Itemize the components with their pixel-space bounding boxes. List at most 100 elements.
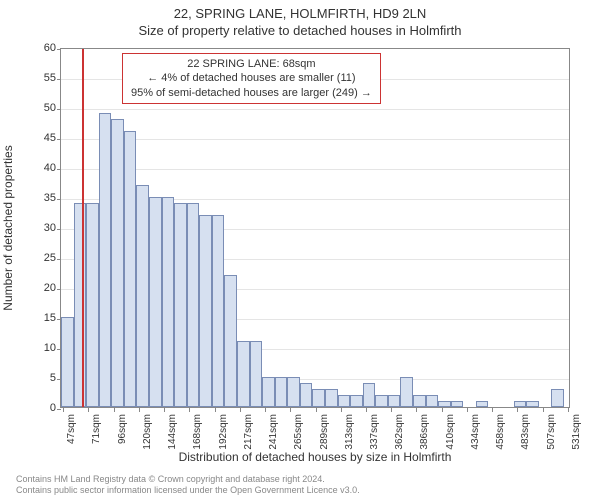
- y-tick-label: 60: [26, 42, 56, 54]
- x-tick-label: 458sqm: [495, 414, 506, 450]
- histogram-bar: [136, 185, 149, 407]
- y-tick-mark: [57, 49, 61, 50]
- histogram-bar: [111, 119, 124, 407]
- y-tick-mark: [57, 229, 61, 230]
- x-tick-mark: [391, 408, 392, 412]
- x-tick-mark: [568, 408, 569, 412]
- y-tick-label: 40: [26, 162, 56, 174]
- x-tick-mark: [341, 408, 342, 412]
- histogram-bar: [400, 377, 413, 407]
- histogram-bar: [237, 341, 250, 407]
- x-tick-label: 120sqm: [142, 414, 153, 450]
- histogram-bar: [262, 377, 275, 407]
- info-box-line: 95% of semi-detached houses are larger (…: [131, 86, 372, 100]
- x-axis-label: Distribution of detached houses by size …: [60, 450, 570, 464]
- footer-line-1: Contains HM Land Registry data © Crown c…: [16, 474, 360, 485]
- footer-attribution: Contains HM Land Registry data © Crown c…: [16, 474, 360, 496]
- x-tick-mark: [492, 408, 493, 412]
- histogram-bar: [250, 341, 263, 407]
- page-title: 22, SPRING LANE, HOLMFIRTH, HD9 2LN: [0, 0, 600, 21]
- histogram-bar: [275, 377, 288, 407]
- x-tick-mark: [189, 408, 190, 412]
- histogram-bar: [413, 395, 426, 407]
- x-tick-mark: [517, 408, 518, 412]
- gridline: [61, 169, 569, 170]
- y-tick-label: 15: [26, 312, 56, 324]
- y-tick-label: 55: [26, 72, 56, 84]
- histogram-bar: [325, 389, 338, 407]
- y-tick-mark: [57, 169, 61, 170]
- histogram-bar: [375, 395, 388, 407]
- x-tick-label: 47sqm: [66, 414, 77, 444]
- histogram-bar: [199, 215, 212, 407]
- x-tick-mark: [114, 408, 115, 412]
- x-tick-mark: [290, 408, 291, 412]
- x-tick-label: 71sqm: [91, 414, 102, 444]
- x-tick-label: 531sqm: [571, 414, 582, 450]
- y-tick-label: 30: [26, 222, 56, 234]
- x-tick-mark: [467, 408, 468, 412]
- x-tick-label: 241sqm: [268, 414, 279, 450]
- x-tick-label: 434sqm: [470, 414, 481, 450]
- y-tick-label: 10: [26, 342, 56, 354]
- gridline: [61, 109, 569, 110]
- x-tick-mark: [63, 408, 64, 412]
- reference-line: [82, 49, 84, 407]
- x-tick-label: 168sqm: [192, 414, 203, 450]
- x-tick-label: 192sqm: [218, 414, 229, 450]
- histogram-bar: [514, 401, 527, 407]
- info-box-line: 22 SPRING LANE: 68sqm: [131, 57, 372, 71]
- histogram-bar: [350, 395, 363, 407]
- y-tick-mark: [57, 79, 61, 80]
- histogram-bar: [124, 131, 137, 407]
- y-tick-mark: [57, 409, 61, 410]
- x-tick-mark: [265, 408, 266, 412]
- x-tick-label: 337sqm: [369, 414, 380, 450]
- histogram-bar: [174, 203, 187, 407]
- x-tick-label: 410sqm: [445, 414, 456, 450]
- histogram-bar: [212, 215, 225, 407]
- y-tick-label: 20: [26, 282, 56, 294]
- y-tick-mark: [57, 259, 61, 260]
- y-tick-label: 45: [26, 132, 56, 144]
- x-tick-mark: [416, 408, 417, 412]
- histogram-chart: 22 SPRING LANE: 68sqm← 4% of detached ho…: [60, 48, 570, 408]
- histogram-bar: [363, 383, 376, 407]
- histogram-bar: [451, 401, 464, 407]
- info-box-line: ← 4% of detached houses are smaller (11): [131, 71, 372, 85]
- x-tick-label: 144sqm: [167, 414, 178, 450]
- x-tick-label: 386sqm: [419, 414, 430, 450]
- x-tick-label: 96sqm: [117, 414, 128, 444]
- histogram-bar: [162, 197, 175, 407]
- histogram-bar: [187, 203, 200, 407]
- histogram-bar: [526, 401, 539, 407]
- y-tick-mark: [57, 199, 61, 200]
- footer-line-2: Contains public sector information licen…: [16, 485, 360, 496]
- x-tick-mark: [215, 408, 216, 412]
- x-tick-mark: [88, 408, 89, 412]
- histogram-bar: [287, 377, 300, 407]
- histogram-bar: [338, 395, 351, 407]
- x-tick-label: 289sqm: [319, 414, 330, 450]
- x-tick-label: 362sqm: [394, 414, 405, 450]
- histogram-bar: [86, 203, 99, 407]
- y-axis-label: Number of detached properties: [1, 145, 15, 310]
- x-tick-mark: [543, 408, 544, 412]
- x-tick-label: 313sqm: [344, 414, 355, 450]
- histogram-bar: [388, 395, 401, 407]
- histogram-bar: [149, 197, 162, 407]
- x-tick-label: 265sqm: [293, 414, 304, 450]
- x-tick-label: 483sqm: [520, 414, 531, 450]
- histogram-bar: [99, 113, 112, 407]
- x-tick-label: 507sqm: [546, 414, 557, 450]
- page-subtitle: Size of property relative to detached ho…: [0, 21, 600, 38]
- x-tick-label: 217sqm: [243, 414, 254, 450]
- x-tick-mark: [164, 408, 165, 412]
- histogram-bar: [300, 383, 313, 407]
- y-tick-label: 25: [26, 252, 56, 264]
- gridline: [61, 139, 569, 140]
- histogram-bar: [312, 389, 325, 407]
- x-tick-mark: [316, 408, 317, 412]
- histogram-bar: [61, 317, 74, 407]
- histogram-bar: [476, 401, 489, 407]
